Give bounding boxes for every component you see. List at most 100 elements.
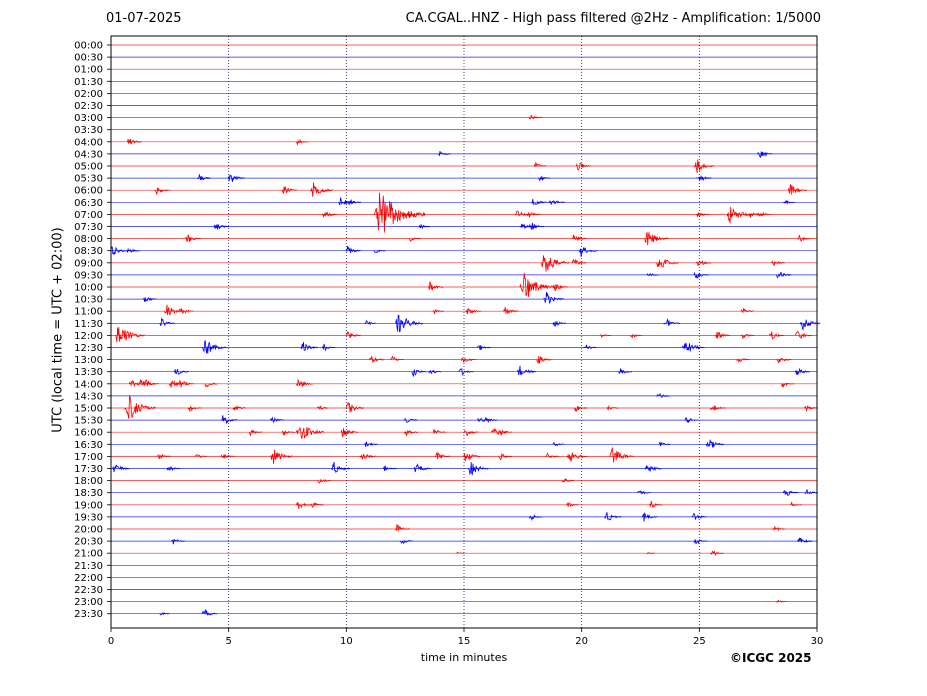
- event-trace: [552, 321, 567, 327]
- event-trace: [317, 479, 331, 484]
- event-trace: [538, 176, 551, 182]
- event-trace: [359, 453, 377, 460]
- event-trace: [740, 307, 755, 314]
- event-trace: [465, 308, 481, 315]
- y-tick-label: 02:00: [74, 89, 103, 100]
- event-trace: [399, 539, 414, 544]
- y-tick-label: 18:30: [74, 488, 103, 499]
- event-trace: [575, 162, 592, 171]
- event-trace: [295, 378, 314, 388]
- event-trace: [154, 187, 171, 196]
- event-trace: [270, 449, 293, 464]
- event-trace: [404, 212, 418, 219]
- event-trace: [456, 551, 465, 554]
- event-trace: [618, 368, 632, 374]
- event-trace: [368, 355, 385, 363]
- y-tick-label: 17:00: [74, 452, 103, 463]
- event-trace: [185, 234, 201, 242]
- event-trace: [110, 246, 128, 255]
- y-tick-label: 06:00: [74, 186, 103, 197]
- event-trace: [340, 428, 359, 438]
- event-trace: [347, 199, 362, 205]
- event-trace: [322, 211, 338, 218]
- event-trace: [321, 343, 336, 352]
- event-trace: [684, 417, 698, 424]
- y-tick-label: 14:00: [74, 379, 103, 390]
- event-trace: [413, 463, 431, 473]
- event-trace: [201, 608, 218, 616]
- chart-title: CA.CGAL..HNZ - High pass filtered @2Hz -…: [405, 11, 821, 26]
- event-trace: [531, 198, 547, 205]
- y-tick-label: 00:00: [74, 41, 103, 52]
- copyright-label: ©ICGC 2025: [730, 651, 812, 665]
- axes-layer: 00:0000:3001:0001:3002:0002:3003:0003:30…: [74, 35, 824, 647]
- event-trace: [382, 465, 397, 471]
- event-trace: [637, 490, 651, 495]
- event-trace: [726, 206, 752, 224]
- event-trace: [794, 367, 811, 376]
- event-trace: [142, 379, 159, 386]
- y-tick-label: 11:30: [74, 319, 103, 330]
- event-trace: [345, 246, 361, 254]
- event-trace: [528, 222, 545, 231]
- event-trace: [114, 327, 145, 343]
- event-trace: [696, 212, 710, 217]
- event-trace: [227, 174, 245, 182]
- event-trace: [345, 401, 365, 413]
- event-trace: [630, 333, 642, 339]
- y-tick-label: 17:30: [74, 464, 103, 475]
- event-trace: [437, 150, 451, 157]
- event-trace: [178, 379, 194, 388]
- y-tick-label: 09:30: [74, 270, 103, 281]
- event-trace: [787, 184, 807, 195]
- event-trace: [310, 182, 333, 197]
- event-trace: [408, 237, 421, 243]
- y-tick-label: 01:00: [74, 65, 103, 76]
- event-trace: [547, 200, 565, 205]
- y-tick-label: 21:00: [74, 549, 103, 560]
- event-trace: [656, 392, 670, 398]
- event-trace: [528, 114, 543, 120]
- event-trace: [434, 451, 451, 460]
- date-label: 01-07-2025: [106, 11, 182, 26]
- event-trace: [604, 512, 622, 521]
- event-trace: [317, 405, 329, 410]
- event-trace: [166, 465, 181, 472]
- event-trace: [220, 415, 239, 425]
- x-tick-label: 30: [811, 636, 824, 647]
- event-trace: [533, 161, 547, 168]
- y-tick-label: 10:00: [74, 283, 103, 294]
- event-trace: [681, 342, 705, 352]
- event-trace: [484, 417, 498, 423]
- event-trace: [794, 330, 813, 340]
- y-tick-label: 07:30: [74, 222, 103, 233]
- event-trace: [566, 451, 588, 462]
- y-tick-label: 04:00: [74, 137, 103, 148]
- grid-layer: [228, 36, 700, 628]
- event-trace: [142, 297, 157, 303]
- y-tick-label: 12:00: [74, 331, 103, 342]
- event-trace: [373, 192, 426, 233]
- event-trace: [270, 416, 284, 424]
- event-trace: [797, 234, 811, 242]
- event-trace: [404, 417, 418, 423]
- event-trace: [571, 234, 587, 242]
- event-trace: [693, 159, 715, 174]
- event-trace: [364, 441, 378, 448]
- event-trace: [566, 502, 579, 508]
- event-trace: [427, 281, 444, 291]
- event-trace: [528, 513, 543, 522]
- y-tick-label: 04:30: [74, 149, 103, 160]
- event-trace: [804, 405, 818, 413]
- event-trace: [411, 369, 427, 377]
- event-trace: [552, 284, 568, 292]
- traces-layer: [110, 44, 821, 616]
- event-trace: [112, 464, 130, 473]
- y-tick-label: 18:00: [74, 476, 103, 487]
- y-tick-label: 20:00: [74, 525, 103, 536]
- y-tick-label: 08:00: [74, 234, 103, 245]
- event-trace: [432, 429, 447, 435]
- event-trace: [543, 292, 564, 304]
- event-trace: [364, 319, 376, 326]
- event-trace: [126, 247, 141, 254]
